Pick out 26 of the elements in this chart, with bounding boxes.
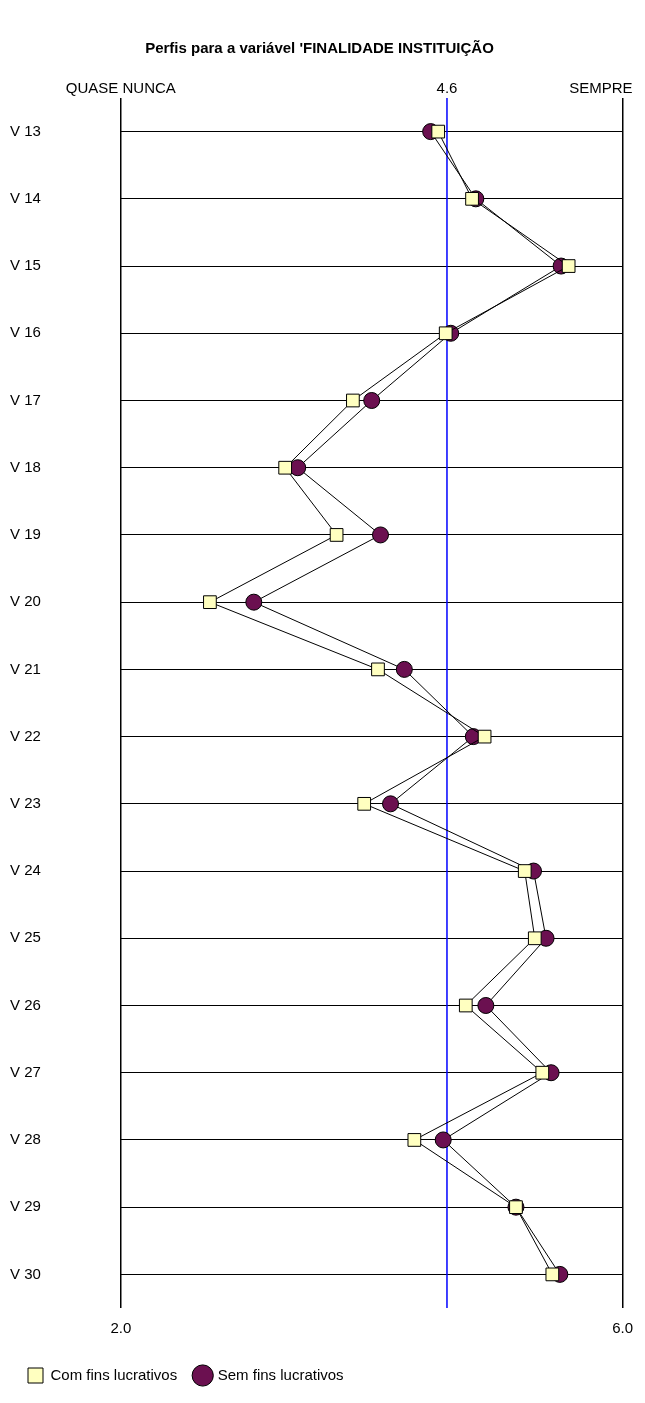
y-tick-label: V 28	[10, 1130, 41, 1148]
y-tick-label: V 13	[10, 121, 41, 139]
y-tick-label: V 29	[10, 1197, 41, 1215]
y-tick-label: V 27	[10, 1062, 41, 1080]
ref-line-label: 4.6	[436, 78, 458, 96]
x-tick-label: 6.0	[612, 1319, 633, 1337]
y-tick-label: V 20	[10, 592, 41, 610]
x-tick-label: 2.0	[110, 1319, 132, 1337]
text: SEMPRE	[569, 78, 633, 96]
y-tick-label: V 22	[10, 726, 41, 744]
y-tick-label: V 21	[10, 659, 41, 677]
y-tick-label: V 30	[10, 1264, 41, 1282]
y-tick-label: V 19	[10, 525, 41, 543]
y-tick-label: V 23	[10, 793, 41, 811]
y-tick-label: V 26	[10, 995, 41, 1013]
legend-label: Sem fins lucrativos	[217, 1365, 344, 1383]
chart-title: Perfis para a variável 'FINALIDADE INSTITUIÇÃO	[145, 39, 495, 57]
text: QUASE NUNCA	[65, 78, 176, 96]
y-tick-label: V 17	[10, 390, 41, 408]
y-tick-label: V 15	[10, 256, 41, 274]
y-tick-label: V 24	[10, 861, 41, 879]
y-tick-label: V 25	[10, 928, 41, 946]
y-tick-label: V 16	[10, 323, 41, 341]
y-tick-label: V 14	[10, 188, 41, 206]
y-tick-label: V 18	[10, 457, 41, 475]
legend-label: Com fins lucrativos	[50, 1365, 178, 1383]
